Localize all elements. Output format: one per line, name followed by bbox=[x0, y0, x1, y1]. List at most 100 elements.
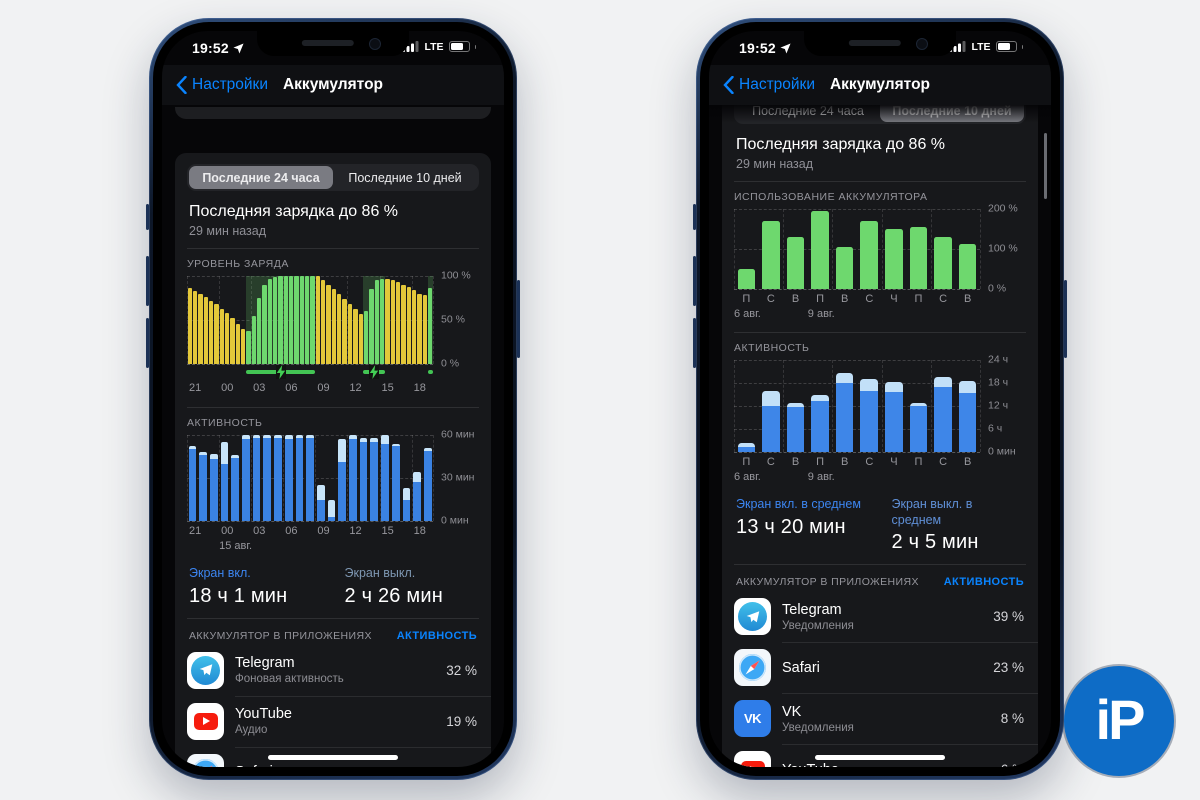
notch bbox=[257, 31, 409, 56]
clock: 19:52 bbox=[192, 40, 244, 56]
front-camera bbox=[369, 38, 381, 50]
y-axis-tick: 50 % bbox=[441, 313, 465, 326]
screen-stat-label[interactable]: Экран вкл. bbox=[189, 566, 251, 580]
x-axis-tick: С bbox=[766, 456, 775, 468]
screen-stat-value: 2 ч 26 мин bbox=[344, 584, 443, 607]
status-bar: 19:52 LTE bbox=[709, 31, 1051, 65]
screen-stat-label[interactable]: Экран вкл. в среднем bbox=[736, 497, 861, 511]
app-battery-row-vk[interactable]: VK VK Уведомления 8 % bbox=[734, 693, 1038, 744]
last-charge-subtitle: 29 мин назад bbox=[736, 157, 814, 171]
segment-option-1-selected[interactable]: Последние 24 часа bbox=[189, 166, 333, 189]
app-name: Safari bbox=[235, 764, 273, 767]
back-button[interactable]: Настройки bbox=[723, 76, 815, 94]
scroll-content: Последние 24 часа Последние 10 дней После… bbox=[709, 105, 1051, 767]
app-battery-percent: 15 % bbox=[446, 765, 479, 767]
apps-header-label: АККУМУЛЯТОР В ПРИЛОЖЕНИЯХ bbox=[736, 576, 919, 589]
segment-option-1[interactable]: Последние 24 часа bbox=[752, 105, 864, 118]
last-charge-block: Последняя зарядка до 86 % 29 мин назад bbox=[189, 203, 477, 238]
divider bbox=[187, 617, 479, 619]
x-axis-tick: В bbox=[964, 456, 972, 468]
app-battery-row-safari[interactable]: Safari 23 % bbox=[734, 642, 1038, 693]
app-battery-row-youtube[interactable]: YouTube Аудио 19 % bbox=[187, 695, 491, 747]
x-axis-tick: 15 bbox=[381, 525, 394, 537]
telegram-app-icon bbox=[734, 598, 771, 636]
last-charge-block: Последняя зарядка до 86 % 29 мин назад bbox=[736, 136, 1024, 171]
x-axis-tick: 18 bbox=[413, 382, 426, 394]
bezel: 19:52 LTE Настройки Аккумулятор bbox=[153, 22, 513, 776]
scrolled-card-remnant bbox=[175, 107, 491, 119]
x-axis-date-label: 6 авг. bbox=[734, 471, 761, 483]
volume-down-button bbox=[146, 318, 149, 368]
app-name: VK bbox=[782, 703, 802, 720]
app-battery-percent: 19 % bbox=[446, 713, 477, 729]
network-type-label: LTE bbox=[971, 40, 991, 53]
x-axis-tick: Ч bbox=[890, 456, 898, 468]
screen-stat-value: 18 ч 1 мин bbox=[189, 584, 288, 607]
app-name: YouTube bbox=[782, 762, 839, 767]
app-name: YouTube bbox=[235, 706, 292, 723]
charging-bolt-icon bbox=[275, 365, 286, 379]
battery-usage-chart[interactable]: 200 % 100 % 0 % П С В П В С Ч П С В 6 авг. 9 авг. bbox=[734, 202, 1018, 322]
battery-level-chart[interactable]: 100 % 50 % 0 % 21 00 03 06 09 12 15 18 bbox=[187, 269, 471, 397]
safari-app-icon bbox=[187, 753, 224, 767]
speaker-grill bbox=[848, 40, 901, 46]
app-usage-type: Фоновая активность bbox=[235, 673, 344, 686]
activity-chart[interactable]: 24 ч 18 ч 12 ч 6 ч 0 мин П С В П В С Ч П С В 6 авг. 9 ав… bbox=[734, 353, 1016, 485]
y-axis-tick: 6 ч bbox=[988, 422, 1003, 435]
screen-stat-label[interactable]: Экран выкл. в среднем bbox=[891, 497, 973, 527]
screen-time-stat: Экран выкл. 2 ч 26 мин bbox=[345, 566, 477, 608]
mute-switch bbox=[146, 204, 149, 230]
x-axis-tick: 18 bbox=[413, 525, 426, 537]
x-axis-date-label: 9 авг. bbox=[807, 471, 835, 483]
x-axis-tick: 12 bbox=[349, 525, 362, 537]
screen-stat-label[interactable]: Экран выкл. bbox=[344, 566, 416, 580]
activity-chart[interactable]: 60 мин 30 мин 0 мин 21 00 03 06 09 12 15 18 15 авг. bbox=[187, 428, 474, 554]
page-title: Аккумулятор bbox=[829, 76, 931, 93]
x-axis-tick: С bbox=[939, 456, 948, 468]
x-axis-tick: С bbox=[865, 456, 874, 468]
screen-time-stat: Экран вкл. в среднем 13 ч 20 мин bbox=[736, 497, 892, 554]
app-battery-row-telegram[interactable]: Telegram Фоновая активность 32 % bbox=[187, 645, 479, 696]
youtube-app-icon bbox=[734, 751, 771, 767]
x-axis-tick: С bbox=[766, 293, 775, 305]
x-axis-tick: 09 bbox=[317, 382, 330, 394]
x-axis-tick: 06 bbox=[285, 382, 298, 394]
segment-option-2-selected[interactable]: Последние 10 дней bbox=[880, 105, 1024, 122]
x-axis-tick: Ч bbox=[890, 293, 898, 305]
power-button bbox=[517, 280, 520, 358]
x-axis-date-label: 15 авг. bbox=[219, 540, 253, 552]
volume-down-button bbox=[693, 318, 696, 368]
back-button[interactable]: Настройки bbox=[176, 76, 268, 94]
app-battery-row-safari[interactable]: Safari 15 % bbox=[187, 746, 491, 767]
speaker-grill bbox=[301, 40, 354, 46]
home-indicator[interactable] bbox=[815, 755, 945, 760]
activity-toggle-link[interactable]: АКТИВНОСТЬ bbox=[396, 629, 477, 642]
network-type-label: LTE bbox=[424, 40, 444, 53]
x-axis-tick: В bbox=[791, 456, 800, 468]
segment-option-2[interactable]: Последние 10 дней bbox=[348, 170, 462, 185]
screen-stat-value: 2 ч 5 мин bbox=[891, 531, 979, 554]
app-battery-row-youtube[interactable]: YouTube 6 % bbox=[734, 744, 1038, 767]
telegram-app-icon bbox=[187, 651, 224, 689]
battery-by-app-list: Telegram Фоновая активность 32 % YouTube Ауд… bbox=[187, 645, 491, 767]
activity-toggle-link[interactable]: АКТИВНОСТЬ bbox=[943, 576, 1024, 589]
screen-time-stat: Экран вкл. 18 ч 1 мин bbox=[189, 566, 345, 608]
battery-card: Последние 24 часа Последние 10 дней После… bbox=[722, 105, 1038, 767]
screen-time-stats: Экран вкл. в среднем 13 ч 20 мин Экран вык… bbox=[736, 497, 1024, 554]
scroll-content: Последние 24 часа Последние 10 дней После… bbox=[162, 105, 504, 767]
safari-app-icon bbox=[734, 649, 771, 687]
x-axis-tick: С bbox=[865, 293, 874, 305]
scroll-indicator[interactable] bbox=[1044, 133, 1047, 199]
x-axis-tick: П bbox=[816, 456, 825, 468]
y-axis-tick: 0 мин bbox=[441, 514, 469, 527]
screen-left: 19:52 LTE Настройки Аккумулятор bbox=[162, 31, 504, 767]
y-axis-tick: 18 ч bbox=[988, 376, 1009, 389]
navigation-bar: Настройки Аккумулятор bbox=[162, 65, 504, 105]
home-indicator[interactable] bbox=[268, 755, 398, 760]
y-axis-tick: 60 мин bbox=[441, 428, 475, 441]
apps-section-header: АККУМУЛЯТОР В ПРИЛОЖЕНИЯХ АКТИВНОСТЬ bbox=[189, 630, 477, 642]
apps-header-label: АККУМУЛЯТОР В ПРИЛОЖЕНИЯХ bbox=[189, 629, 372, 642]
app-battery-row-telegram[interactable]: Telegram Уведомления 39 % bbox=[734, 591, 1026, 642]
y-axis-tick: 0 % bbox=[441, 357, 460, 370]
